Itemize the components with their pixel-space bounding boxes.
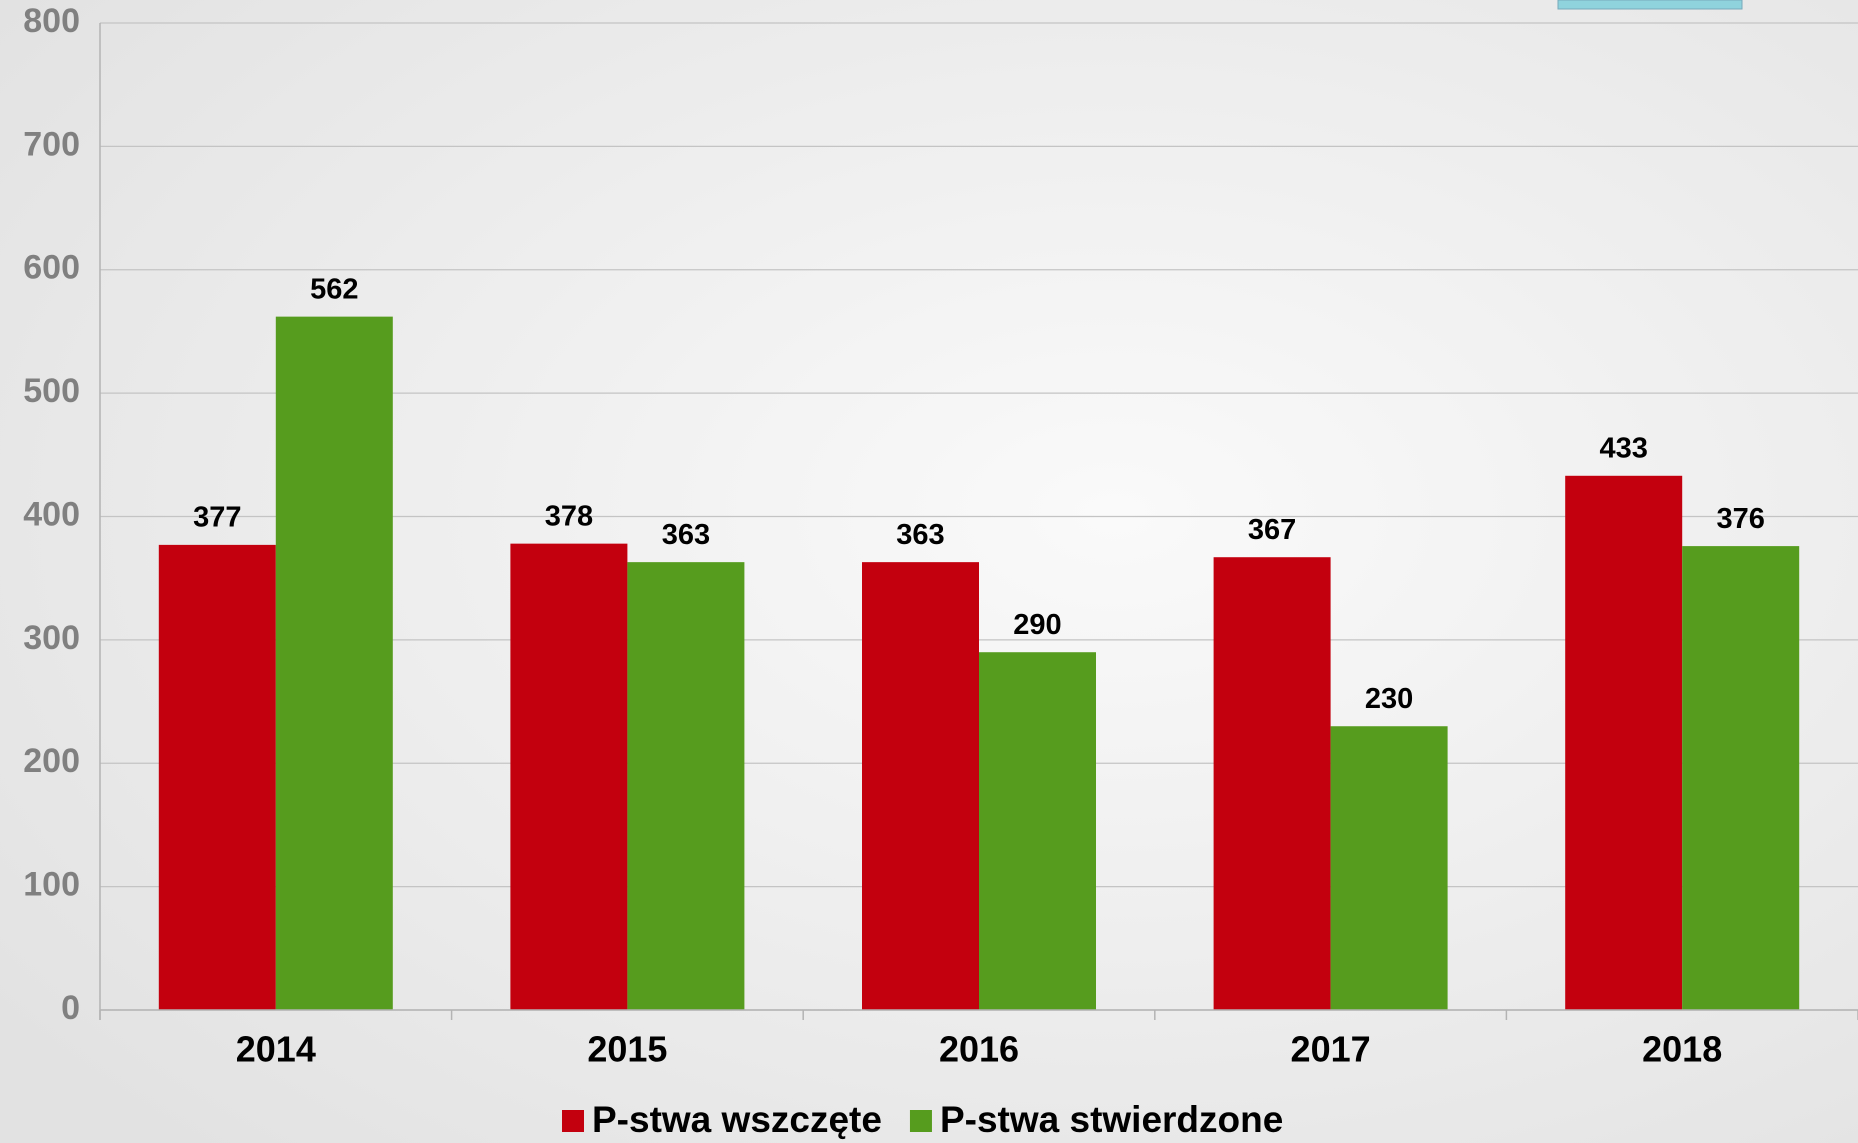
y-tick-label: 0 — [61, 989, 80, 1027]
data-label: 378 — [545, 500, 593, 532]
data-label: 377 — [193, 502, 241, 534]
bar — [627, 562, 745, 1010]
bar — [1213, 557, 1331, 1010]
y-tick-label: 300 — [23, 619, 80, 657]
y-tick-label: 700 — [23, 125, 80, 163]
y-tick-label: 800 — [23, 2, 80, 40]
x-tick-label: 2018 — [1642, 1029, 1722, 1070]
x-tick-label: 2017 — [1291, 1029, 1371, 1070]
y-tick-label: 600 — [23, 249, 80, 287]
bar — [1330, 726, 1448, 1010]
data-label: 363 — [896, 519, 944, 551]
bar — [158, 544, 276, 1010]
data-label: 433 — [1600, 432, 1648, 464]
data-label: 376 — [1717, 503, 1765, 535]
data-label: 562 — [310, 273, 358, 305]
bar — [1682, 546, 1800, 1010]
legend-label: P-stwa stwierdzone — [940, 1099, 1283, 1140]
bar — [275, 316, 393, 1010]
x-tick-label: 2015 — [587, 1029, 667, 1070]
bar — [1565, 475, 1683, 1010]
y-tick-label: 500 — [23, 372, 80, 410]
y-tick-label: 200 — [23, 742, 80, 780]
x-tick-label: 2016 — [939, 1029, 1019, 1070]
data-label: 363 — [662, 519, 710, 551]
bar — [510, 543, 628, 1010]
legend-swatch — [562, 1110, 584, 1132]
legend-swatch — [909, 1110, 932, 1132]
x-tick-label: 2014 — [236, 1029, 316, 1070]
legend-label: P-stwa wszczęte — [592, 1099, 882, 1140]
data-label: 230 — [1365, 683, 1413, 715]
y-tick-label: 400 — [23, 495, 80, 533]
bar — [862, 562, 979, 1010]
decoration — [1557, 0, 1743, 10]
y-tick-label: 100 — [23, 866, 80, 904]
bar — [979, 652, 1096, 1010]
data-label: 367 — [1248, 514, 1296, 546]
data-label: 290 — [1013, 609, 1061, 641]
